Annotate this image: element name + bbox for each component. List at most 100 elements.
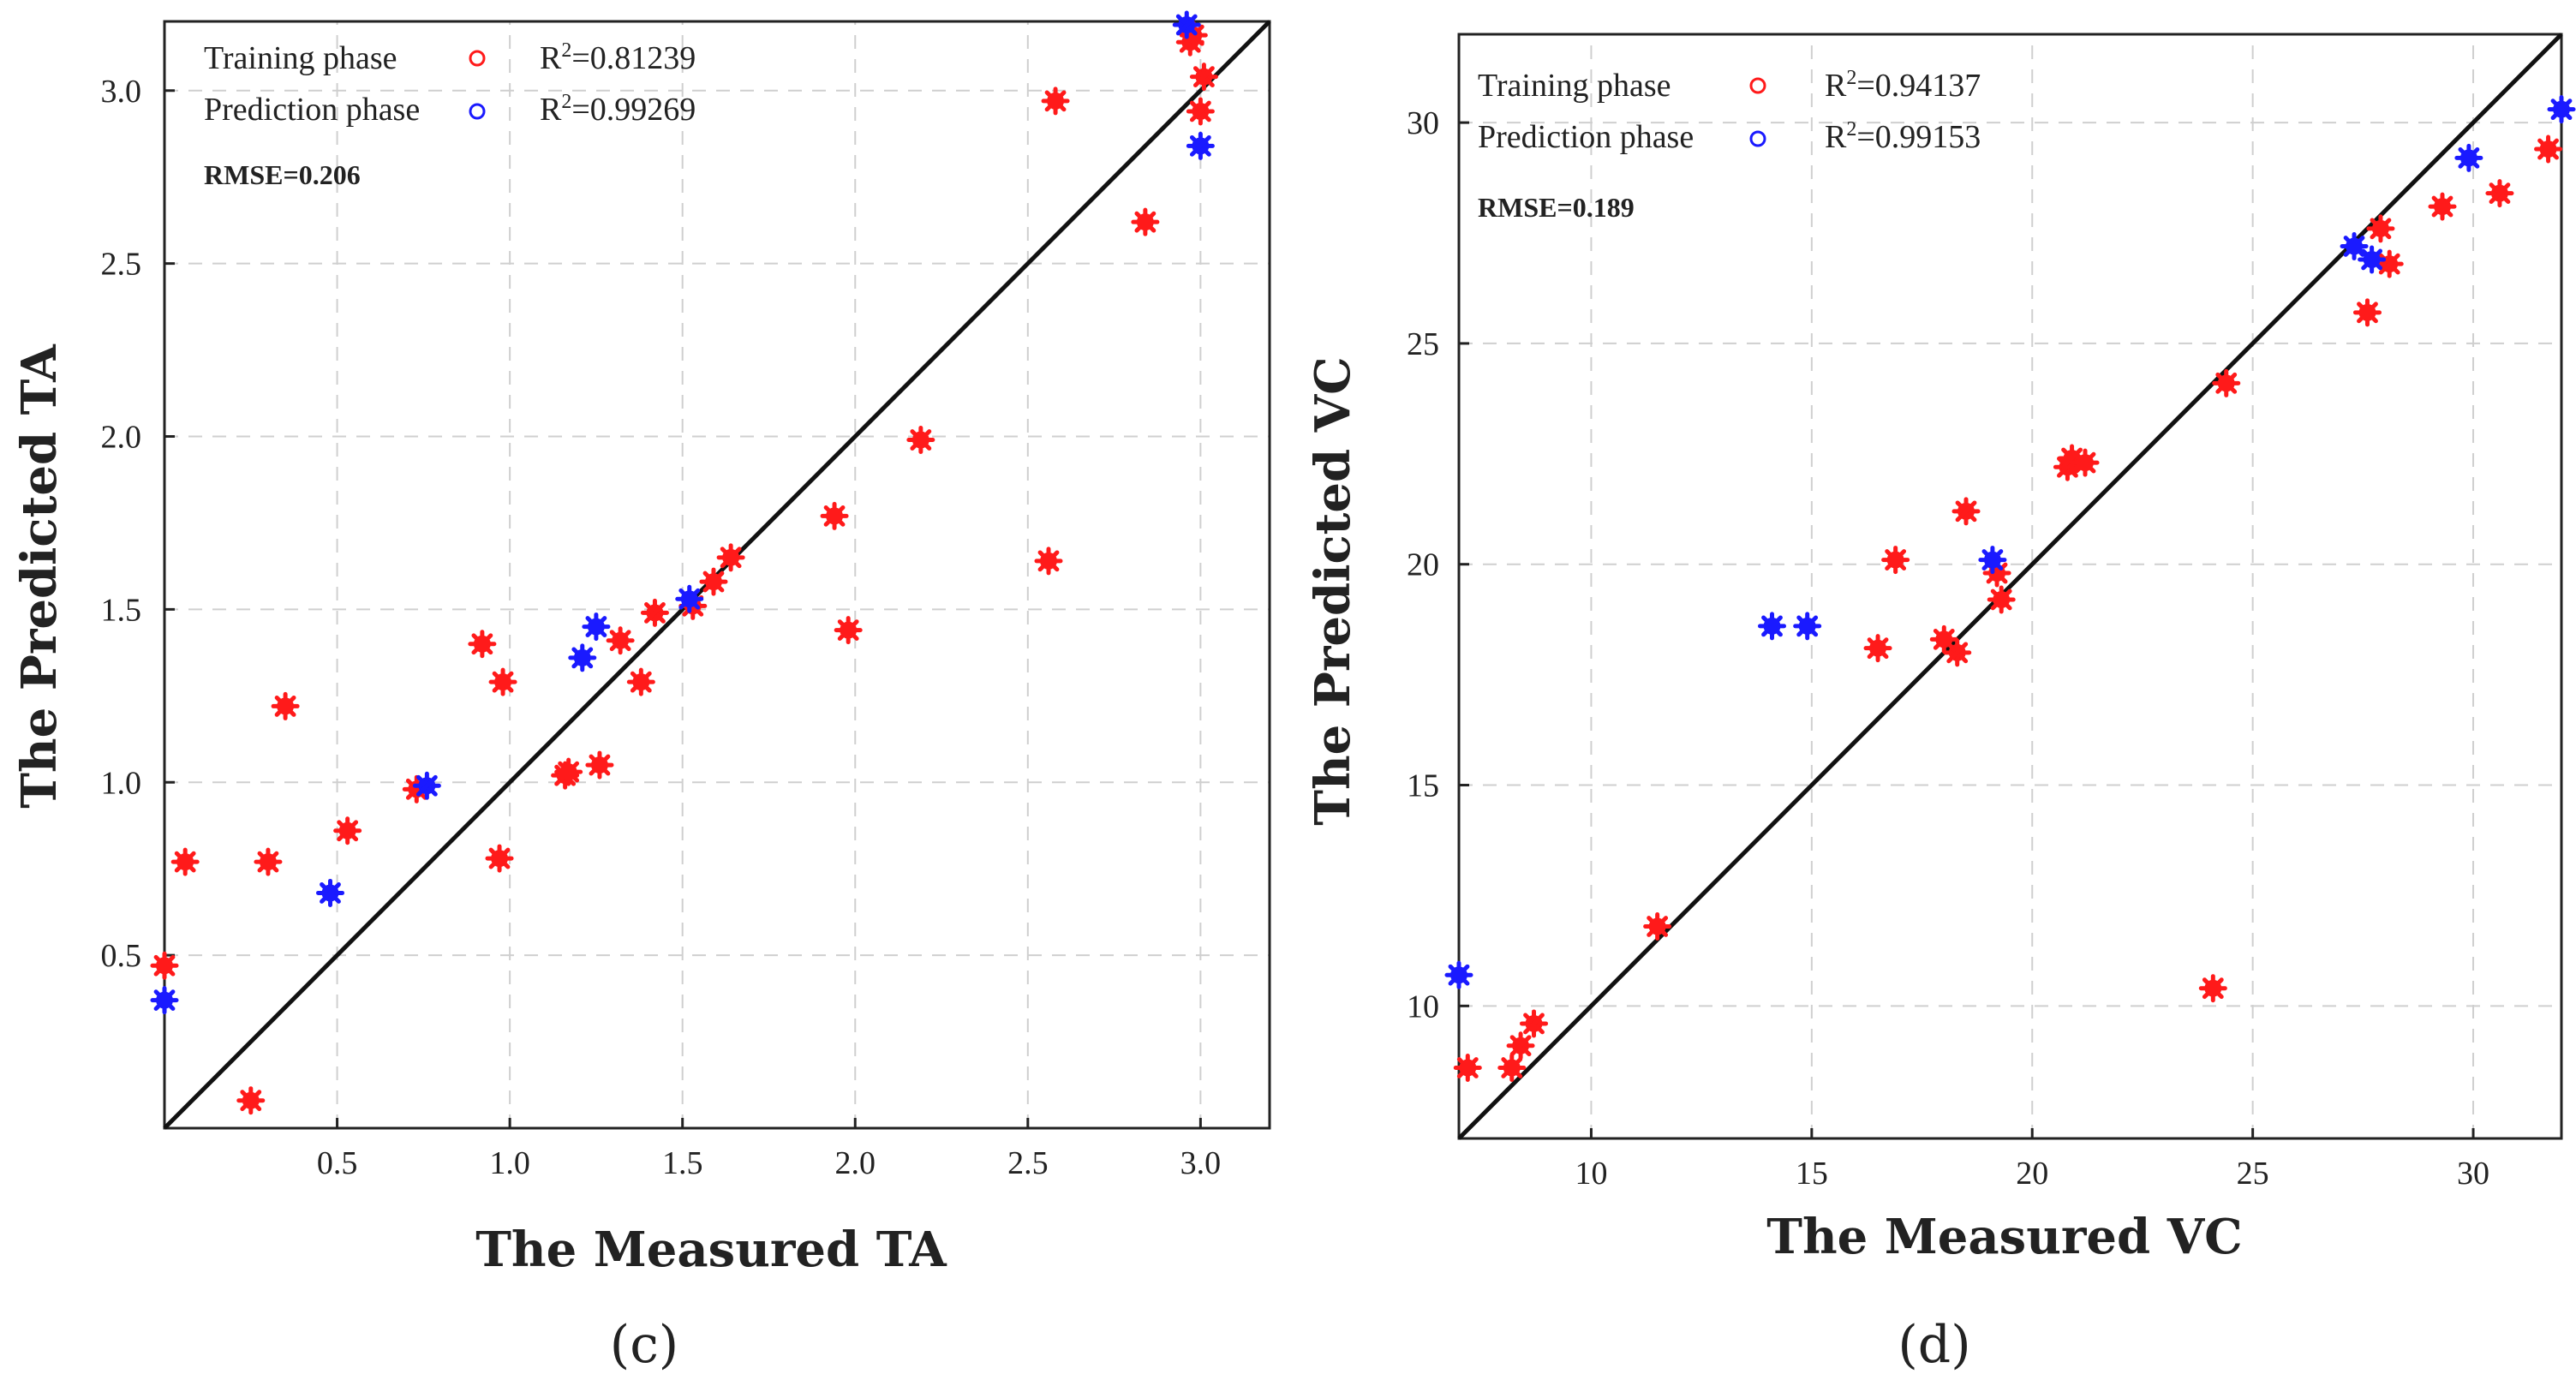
panel-d-point-training-phase <box>1497 1054 1527 1083</box>
panel-d-rmse-annotation: RMSE=0.189 <box>1478 192 1635 223</box>
panel-d-x-tick-labels: 10 15 20 25 30 <box>1575 1128 2489 1192</box>
panel-c-point-training-phase <box>1186 97 1215 126</box>
panel-c-rmse-annotation: RMSE=0.206 <box>204 159 361 190</box>
panel-d-point-training-phase <box>2428 192 2457 221</box>
panel-d-y-tick-label: 15 <box>1407 768 1439 804</box>
panel-c-point-training-phase <box>485 844 514 873</box>
panel-d-r2-value: =0.94137 <box>1856 68 1981 104</box>
panel-d-point-prediction-phase <box>1978 546 2007 575</box>
panel-c-x-axis-title: The Measured TA <box>475 1222 947 1278</box>
panel-d-point-training-phase <box>2534 134 2563 164</box>
panel-c-point-training-phase <box>150 951 179 980</box>
panel-d-point-training-phase <box>1643 912 1672 941</box>
panel-c-y-tick-label: 2.0 <box>101 420 142 456</box>
panel-d-x-axis-title: The Measured VC <box>1766 1209 2242 1265</box>
panel-d-y-tick-label: 10 <box>1407 989 1439 1025</box>
panel-c-point-training-phase <box>1041 87 1070 116</box>
panel-c-x-tick-label: 2.5 <box>1007 1145 1049 1181</box>
panel-c-point-training-phase <box>699 567 728 596</box>
panel-c-point-training-phase <box>488 667 517 696</box>
panel-c-point-prediction-phase <box>675 584 704 613</box>
panel-d-point-training-phase <box>2485 179 2514 208</box>
panel-d-point-prediction-phase <box>1444 960 1473 989</box>
panel-c-point-training-phase <box>820 501 849 530</box>
panel-d-point-prediction-phase <box>1793 612 1822 641</box>
panel-c-x-tick-label: 0.5 <box>317 1145 358 1181</box>
panel-c-point-training-phase <box>254 847 283 876</box>
panel-d-point-training-phase <box>1506 1031 1535 1060</box>
panel-d-x-tick-label: 15 <box>1796 1156 1828 1192</box>
panel-d-grid <box>1459 34 2561 1138</box>
panel-d-legend-training-r2: R2=0.94137 <box>1825 67 1981 104</box>
panel-c-point-prediction-phase <box>1186 131 1215 160</box>
panel-d-point-prediction-phase <box>2547 95 2576 124</box>
panel-c-grid <box>164 21 1270 1128</box>
panel-c-legend-training-label: Training phase <box>204 40 397 76</box>
panel-d-point-training-phase <box>1453 1054 1482 1083</box>
panel-c-legend-prediction-marker <box>469 103 486 120</box>
panel-c-point-prediction-phase <box>582 612 611 642</box>
panel-c-point-prediction-phase <box>150 986 179 1015</box>
panel-d-legend-training-marker <box>1749 77 1766 94</box>
panel-d-identity-line <box>1457 33 2563 1140</box>
panel-d-r2-symbol: R <box>1825 119 1847 155</box>
panel-d-point-training-phase <box>2212 368 2241 397</box>
panel-d-r2-superscript: 2 <box>1846 67 1856 89</box>
panel-c-r2-symbol: R <box>540 40 562 76</box>
panel-d-y-axis-title: The Predicted VC <box>1305 356 1361 825</box>
panel-d-x-tick-label: 10 <box>1575 1156 1607 1192</box>
panel-c-y-tick-label: 3.0 <box>101 74 142 110</box>
panel-c-y-tick-label: 1.5 <box>101 592 142 628</box>
panel-c-point-training-phase <box>333 816 362 845</box>
panel-c-x-tick-label: 1.5 <box>662 1145 703 1181</box>
panel-c-legend-training-marker <box>469 50 486 67</box>
panel-d-point-training-phase <box>1520 1009 1549 1038</box>
panel-c-legend-prediction-label: Prediction phase <box>204 92 420 128</box>
panel-d-legend-prediction-marker <box>1749 130 1766 147</box>
panel-c-scatter-plot: 0.5 1.0 1.5 2.0 2.5 3.0 0.5 1.0 1.5 2.0 2.5 3.0 Tr… <box>11 10 1271 1375</box>
panel-d-point-prediction-phase <box>2454 143 2483 172</box>
panel-c-point-training-phase <box>626 667 655 696</box>
panel-c-point-training-phase <box>271 691 300 720</box>
panel-c-point-training-phase <box>606 626 635 655</box>
panel-c-point-training-phase <box>170 847 200 876</box>
panel-d-point-prediction-phase <box>2340 231 2369 260</box>
panel-d-y-tick-label: 30 <box>1407 105 1439 141</box>
panel-d-legend-prediction-r2: R2=0.99153 <box>1825 118 1981 155</box>
panel-c-plot-frame <box>163 20 1271 1130</box>
panel-c-point-training-phase <box>834 616 863 645</box>
panel-c-r2-superscript: 2 <box>561 39 571 62</box>
panel-c-y-tick-label: 0.5 <box>101 938 142 974</box>
panel-c-point-training-phase <box>716 543 745 572</box>
panel-d-data-points <box>1444 95 2576 1083</box>
panel-c-point-training-phase <box>906 426 935 455</box>
panel-c-point-prediction-phase <box>1172 10 1201 39</box>
panel-c-point-training-phase <box>1034 547 1063 576</box>
panel-c-x-tick-label: 3.0 <box>1180 1145 1222 1181</box>
panel-c-point-training-phase <box>236 1086 266 1115</box>
panel-c-point-training-phase <box>1189 63 1218 92</box>
panel-d-legend: Training phase R2=0.94137 Prediction pha… <box>1478 67 1981 155</box>
panel-c-legend-prediction-r2: R2=0.99269 <box>540 91 696 128</box>
panel-d-point-training-phase <box>2352 298 2382 327</box>
panel-d-x-tick-label: 25 <box>2237 1156 2269 1192</box>
panel-d-point-training-phase <box>2366 214 2395 243</box>
panel-c-data-points <box>150 10 1218 1115</box>
panel-c-point-prediction-phase <box>568 643 597 672</box>
panel-d-plot-frame <box>1457 33 2563 1140</box>
panel-d-r2-symbol: R <box>1825 68 1847 104</box>
panel-c-point-training-phase <box>554 757 583 786</box>
panel-d-x-tick-label: 20 <box>2016 1156 2048 1192</box>
panel-d-point-prediction-phase <box>1758 612 1787 641</box>
panel-c-y-tick-label: 2.5 <box>101 247 142 283</box>
panel-d-r2-value: =0.99153 <box>1856 119 1981 155</box>
panel-c-x-tick-label: 1.0 <box>489 1145 530 1181</box>
panel-c-label: (c) <box>610 1315 678 1375</box>
panel-c-y-axis-title: The Predicted TA <box>11 344 68 809</box>
panel-d-r2-superscript: 2 <box>1846 118 1856 140</box>
panel-c-point-training-phase <box>585 750 614 780</box>
panel-c-r2-symbol: R <box>540 92 562 128</box>
panel-c-r2-superscript: 2 <box>561 91 571 113</box>
panel-c-x-tick-labels: 0.5 1.0 1.5 2.0 2.5 3.0 <box>317 1118 1221 1181</box>
